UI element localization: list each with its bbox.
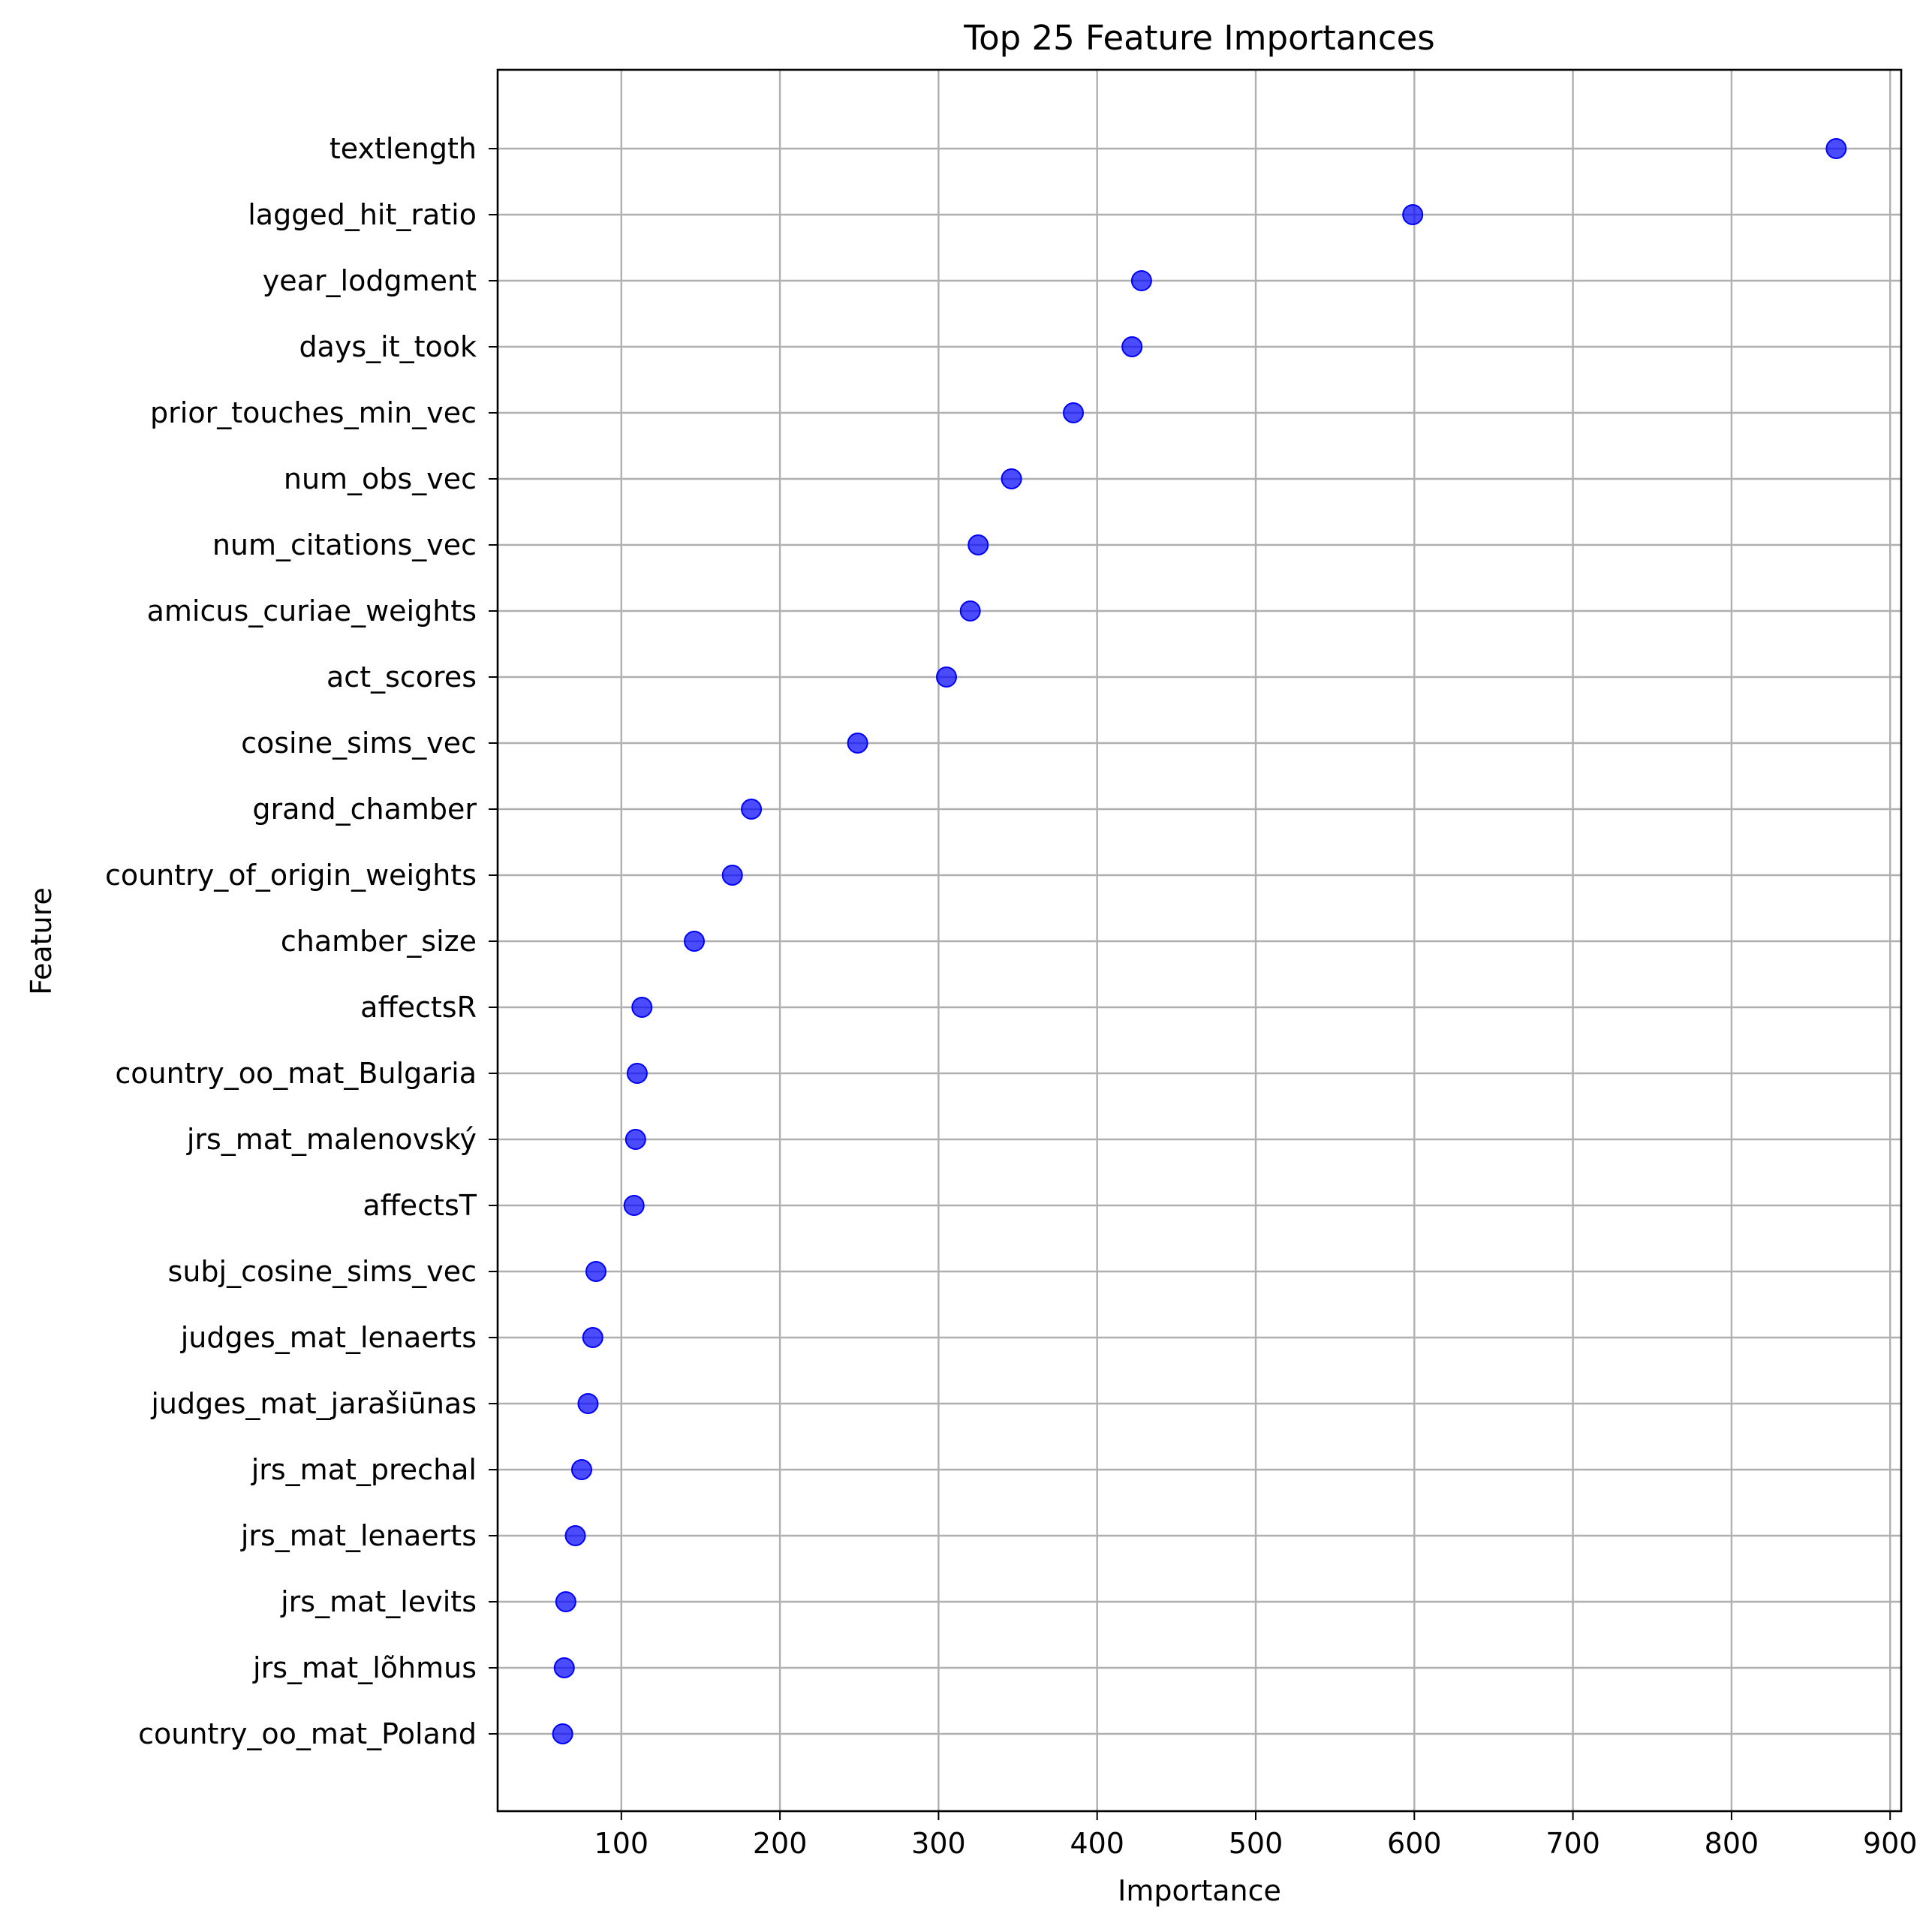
data-point [582,1327,603,1348]
y-tick-label: affectsR [360,991,477,1024]
data-point [1001,468,1022,489]
y-tick-label: grand_chamber [252,793,477,826]
y-tick-label: jrs_mat_malenovský [186,1123,477,1156]
data-point [721,865,743,886]
y-tick-label: subj_cosine_sims_vec [168,1255,477,1288]
data-point [1825,138,1847,159]
y-axis-ticks: textlength lagged_hit_ratio year_lodgmentd… [105,132,498,1750]
y-tick-label: jrs_mat_levits [280,1585,477,1618]
y-tick-label: lagged_hit_ratio [248,198,477,231]
y-tick-label: jrs_mat_lõhmus [252,1651,477,1684]
data-point [935,667,957,688]
x-axis-label: Importance [1118,1874,1281,1907]
x-tick-label: 900 [1863,1827,1918,1860]
y-tick-label: chamber_size [281,925,477,958]
y-tick-label: num_citations_vec [212,528,477,561]
data-point [555,1591,576,1612]
data-point [741,799,763,820]
data-point [585,1261,607,1282]
plot-area-frame [496,68,1903,1813]
data-point [959,600,981,621]
y-tick-label: jrs_mat_prechal [251,1453,477,1486]
data-point [624,1129,646,1150]
x-tick-label: 100 [594,1827,649,1860]
y-tick-label: country_oo_mat_Bulgaria [115,1057,477,1090]
y-tick-label: days_it_took [299,330,477,363]
y-tick-label: cosine_sims_vec [241,727,477,760]
y-tick-label: judges_mat_jarašiūnas [150,1387,477,1420]
x-tick-label: 800 [1705,1827,1759,1860]
y-tick-label: year_lodgment [263,264,477,297]
y-axis-label: Feature [25,887,58,995]
data-point [553,1657,575,1678]
data-point [631,997,653,1018]
y-tick-label: textlength [330,132,477,165]
data-point [968,534,989,555]
data-point [623,1195,645,1216]
data-point [1063,402,1085,423]
y-tick-label: affectsT [363,1189,477,1222]
y-tick-label: num_obs_vec [284,462,477,495]
scatter-points [552,138,1847,1744]
y-tick-label: country_of_origin_weights [105,859,477,892]
data-point [564,1525,586,1546]
data-point [626,1063,648,1084]
chart-title: Top 25 Feature Importances [963,18,1434,58]
x-axis-ticks: 100 200 300 400 500 600 700 800 900 [594,1811,1918,1860]
x-tick-label: 600 [1387,1827,1442,1860]
y-tick-label: prior_touches_min_vec [150,396,477,429]
x-tick-label: 400 [1070,1827,1124,1860]
data-point [570,1459,592,1480]
y-tick-label: judges_mat_lenaerts [180,1321,477,1354]
grid-lines [498,70,1901,1811]
data-point [684,931,706,952]
data-point [577,1393,599,1414]
y-tick-label: act_scores [327,661,477,694]
x-tick-label: 700 [1545,1827,1600,1860]
y-tick-label: jrs_mat_lenaerts [240,1519,477,1552]
data-point [1130,270,1152,291]
y-tick-label: country_oo_mat_Poland [138,1717,477,1750]
x-tick-label: 200 [753,1827,808,1860]
data-point [1121,336,1143,357]
data-point [552,1723,573,1744]
data-point [847,733,868,754]
data-point [1402,204,1424,225]
y-tick-label: amicus_curiae_weights [147,594,477,627]
x-tick-label: 300 [911,1827,966,1860]
x-tick-label: 500 [1229,1827,1283,1860]
